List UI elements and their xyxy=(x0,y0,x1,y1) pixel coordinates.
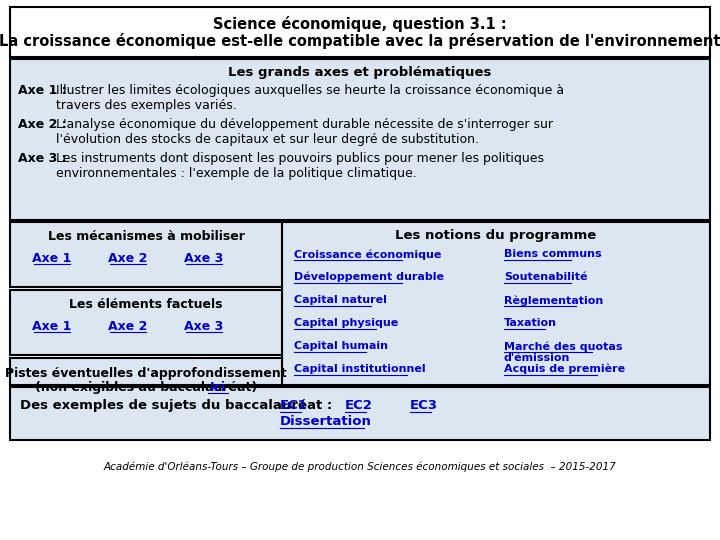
Text: Les grands axes et problématiques: Les grands axes et problématiques xyxy=(228,66,492,79)
Text: Axe 1 :: Axe 1 : xyxy=(18,84,71,97)
Text: Des exemples de sujets du baccalauréat :: Des exemples de sujets du baccalauréat : xyxy=(20,399,337,412)
Text: Biens communs: Biens communs xyxy=(504,249,602,259)
Text: Illustrer les limites écologiques auxquelles se heurte la croissance économique : Illustrer les limites écologiques auxque… xyxy=(56,84,564,112)
FancyBboxPatch shape xyxy=(10,222,282,287)
Text: Capital physique: Capital physique xyxy=(294,318,398,328)
Text: Taxation: Taxation xyxy=(504,318,557,328)
Text: (non exigibles au baccalauréat): (non exigibles au baccalauréat) xyxy=(35,381,257,394)
Text: Axe 2 :: Axe 2 : xyxy=(18,118,71,131)
FancyBboxPatch shape xyxy=(10,7,710,57)
Text: EC1: EC1 xyxy=(280,399,308,412)
FancyBboxPatch shape xyxy=(10,358,282,385)
Text: Soutenabilité: Soutenabilité xyxy=(504,272,588,282)
Text: Axe 1: Axe 1 xyxy=(32,320,72,333)
Text: Règlementation: Règlementation xyxy=(504,295,603,306)
Text: Marché des quotas
d'émission: Marché des quotas d'émission xyxy=(504,341,623,363)
Text: Capital institutionnel: Capital institutionnel xyxy=(294,364,426,374)
Text: L'analyse économique du développement durable nécessite de s'interroger sur
l'év: L'analyse économique du développement du… xyxy=(56,118,553,146)
Text: Capital humain: Capital humain xyxy=(294,341,388,351)
Text: Les instruments dont disposent les pouvoirs publics pour mener les politiques
en: Les instruments dont disposent les pouvo… xyxy=(56,152,544,180)
FancyBboxPatch shape xyxy=(10,387,710,440)
Text: Axe 3: Axe 3 xyxy=(184,320,224,333)
Text: Acquis de première: Acquis de première xyxy=(504,364,625,375)
Text: Capital naturel: Capital naturel xyxy=(294,295,387,305)
Text: Les éléments factuels: Les éléments factuels xyxy=(69,298,222,311)
Text: Les mécanismes à mobiliser: Les mécanismes à mobiliser xyxy=(48,230,244,243)
Text: Développement durable: Développement durable xyxy=(294,272,444,282)
Text: Les notions du programme: Les notions du programme xyxy=(395,229,597,242)
Text: Croissance économique: Croissance économique xyxy=(294,249,441,260)
Text: Axe 2: Axe 2 xyxy=(108,252,148,265)
Text: La croissance économique est-elle compatible avec la préservation de l'environne: La croissance économique est-elle compat… xyxy=(0,33,720,49)
FancyBboxPatch shape xyxy=(10,290,282,355)
Text: Science économique, question 3.1 :: Science économique, question 3.1 : xyxy=(213,16,507,32)
Text: Axe 3: Axe 3 xyxy=(184,252,224,265)
Text: Ici: Ici xyxy=(210,381,226,394)
Text: Dissertation: Dissertation xyxy=(280,415,372,428)
Text: Axe 2: Axe 2 xyxy=(108,320,148,333)
Text: Académie d'Orléans-Tours – Groupe de production Sciences économiques et sociales: Académie d'Orléans-Tours – Groupe de pro… xyxy=(104,462,616,472)
FancyBboxPatch shape xyxy=(282,222,710,385)
Text: Pistes éventuelles d'approfondissement: Pistes éventuelles d'approfondissement xyxy=(5,367,287,380)
Text: Axe 1: Axe 1 xyxy=(32,252,72,265)
Text: EC2: EC2 xyxy=(345,399,373,412)
Text: EC3: EC3 xyxy=(410,399,438,412)
Text: Axe 3 :: Axe 3 : xyxy=(18,152,71,165)
FancyBboxPatch shape xyxy=(10,59,710,220)
